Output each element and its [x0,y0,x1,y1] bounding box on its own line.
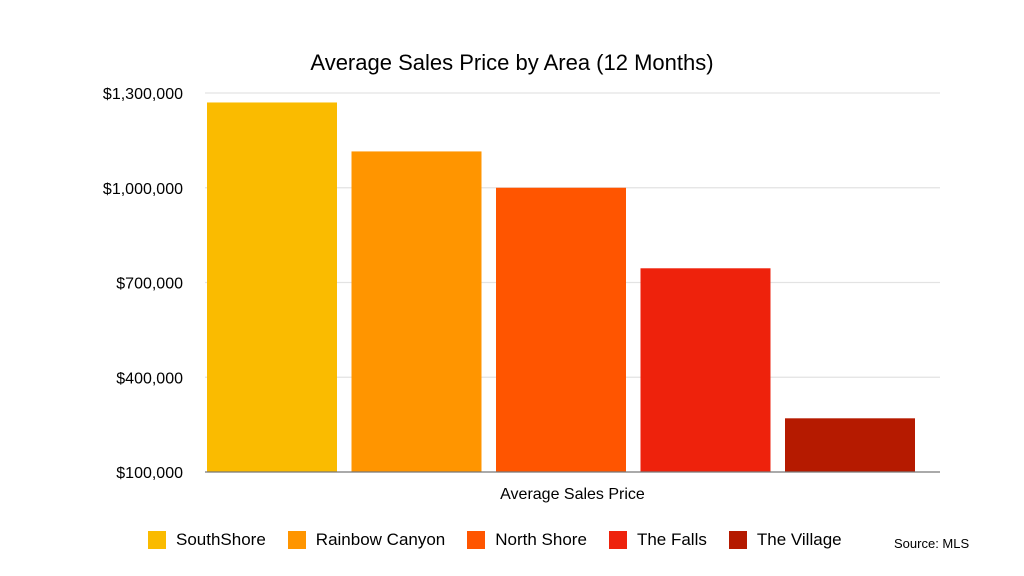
legend-swatch [728,531,747,549]
legend-label: North Shore [495,530,587,549]
y-tick-label: $700,000 [116,276,183,293]
legend-swatch [287,531,306,549]
bar-the-village [785,418,915,472]
bar-rainbow-canyon [351,151,482,472]
y-tick-label: $1,000,000 [103,181,183,198]
source-annotation: Source: MLS [894,536,970,551]
legend-label: The Village [756,530,842,549]
legend-label: Rainbow Canyon [315,530,446,549]
y-tick-label: $100,000 [116,465,183,482]
bar-southshore [207,102,337,472]
y-tick-label: $1,300,000 [103,86,183,103]
bar-north-shore [496,187,626,472]
legend-item: Rainbow Canyon [287,530,446,550]
legend-item: The Falls [608,530,707,550]
legend-label: SouthShore [176,530,266,549]
legend-item: North Shore [467,530,587,550]
x-axis-label: Average Sales Price [500,486,645,503]
bar-the-falls [640,268,771,472]
legend-label: The Falls [636,530,707,549]
legend-swatch [608,531,627,549]
legend-swatch [467,531,486,549]
y-tick-label: $400,000 [116,370,183,387]
chart-title: Average Sales Price by Area (12 Months) [310,50,714,75]
legend-item: The Village [728,530,842,550]
legend-item: SouthShore [148,530,266,550]
legend-swatch [148,531,166,549]
legend: SouthShore Rainbow Canyon North Shore The F… [148,530,864,550]
